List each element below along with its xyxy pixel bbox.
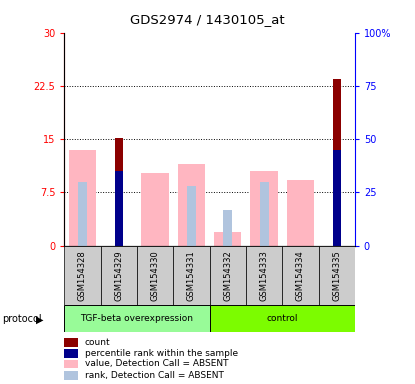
Bar <box>333 79 341 246</box>
Bar <box>210 305 355 332</box>
Text: percentile rank within the sample: percentile rank within the sample <box>85 349 238 358</box>
Bar <box>64 359 78 368</box>
Text: value, Detection Call = ABSENT: value, Detection Call = ABSENT <box>85 359 228 368</box>
Bar <box>173 246 210 305</box>
Bar <box>69 150 96 246</box>
Text: protocol: protocol <box>2 314 42 324</box>
Bar <box>282 246 319 305</box>
Text: control: control <box>266 314 298 323</box>
Text: ▶: ▶ <box>36 314 43 324</box>
Bar <box>64 371 78 380</box>
Bar <box>223 210 232 246</box>
Bar <box>137 246 173 305</box>
Text: GSM154332: GSM154332 <box>223 250 232 301</box>
Bar <box>333 150 341 246</box>
Text: rank, Detection Call = ABSENT: rank, Detection Call = ABSENT <box>85 371 224 380</box>
Text: count: count <box>85 338 110 347</box>
Bar <box>259 182 269 246</box>
Bar <box>319 246 355 305</box>
Bar <box>64 305 210 332</box>
Bar <box>100 246 137 305</box>
Text: GSM154334: GSM154334 <box>296 250 305 301</box>
Bar <box>287 180 314 246</box>
Text: GSM154330: GSM154330 <box>151 250 160 301</box>
Text: GSM154333: GSM154333 <box>259 250 269 301</box>
Bar <box>64 349 78 358</box>
Text: GSM154331: GSM154331 <box>187 250 196 301</box>
Text: GSM154328: GSM154328 <box>78 250 87 301</box>
Bar <box>214 232 242 246</box>
Text: GSM154329: GSM154329 <box>114 250 123 301</box>
Bar <box>187 186 196 246</box>
Bar <box>210 246 246 305</box>
Text: TGF-beta overexpression: TGF-beta overexpression <box>81 314 193 323</box>
Bar <box>64 338 78 347</box>
Bar <box>78 182 87 246</box>
Bar <box>142 173 169 246</box>
Bar <box>250 171 278 246</box>
Bar <box>178 164 205 246</box>
Bar <box>115 138 123 246</box>
Bar <box>64 246 101 305</box>
Bar <box>246 246 282 305</box>
Text: GSM154335: GSM154335 <box>332 250 341 301</box>
Text: GDS2974 / 1430105_at: GDS2974 / 1430105_at <box>130 13 285 26</box>
Bar <box>115 171 123 246</box>
